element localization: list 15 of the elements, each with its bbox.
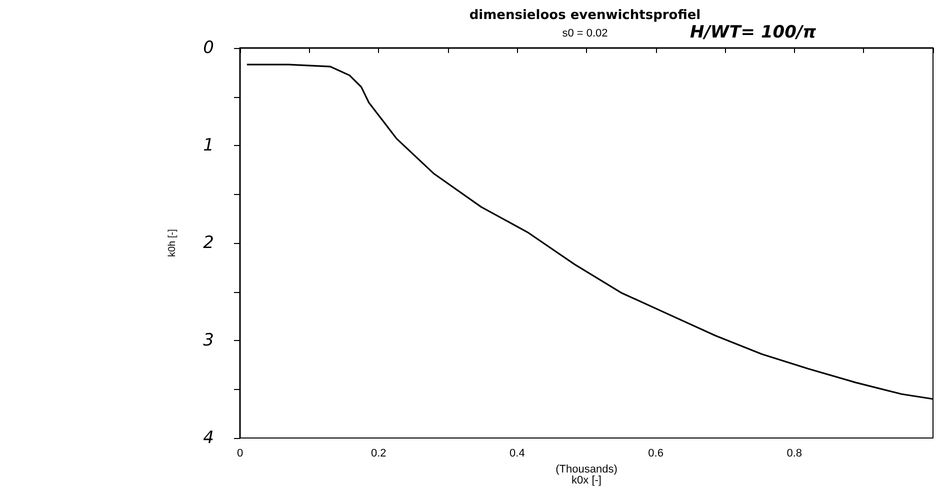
y-tick-label: 3 (203, 330, 214, 350)
chart-subtitle: s0 = 0.02 (562, 28, 608, 40)
x-tick-label: 0.8 (786, 448, 802, 460)
x-tick-label: 0 (236, 448, 244, 460)
x-axis-title: (Thousands) k0x [-] (556, 464, 618, 486)
text: H/WT= 100/π (690, 22, 817, 42)
y-tick-label: 4 (203, 428, 214, 448)
x-tick-label: 0.2 (370, 448, 386, 460)
x-tick-label: 0.4 (510, 448, 525, 460)
y-axis-title: k0h [-] (167, 228, 178, 257)
x-tick-label: 0.6 (648, 448, 664, 460)
chart-title: dimensieloos evenwichtsprofiel (469, 8, 701, 23)
y-tick-label: 2 (203, 233, 214, 253)
y-tick-label: 0 (203, 38, 214, 58)
y-tick-label: 1 (203, 136, 214, 156)
